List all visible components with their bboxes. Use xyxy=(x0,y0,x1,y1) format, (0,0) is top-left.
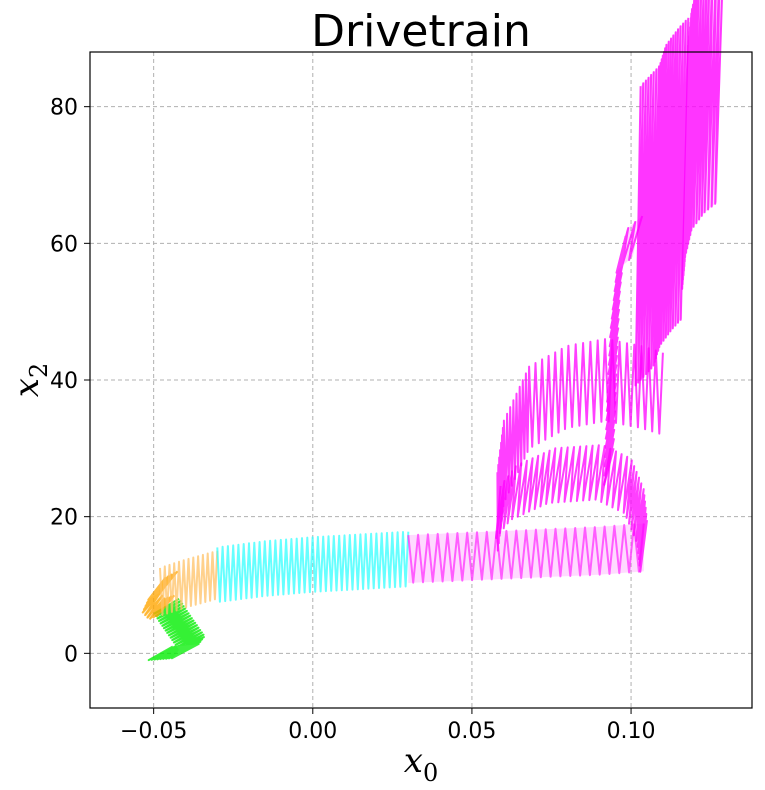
x-axis-label-main: x xyxy=(404,741,423,781)
series-line xyxy=(495,444,648,573)
ticks: −0.05 0.00 0.05 0.10 0 20 40 60 80 xyxy=(50,96,656,744)
y-tick-label: 0 xyxy=(64,642,78,667)
y-axis-label-main: x xyxy=(7,378,47,397)
series-7 xyxy=(603,215,644,490)
series-9 xyxy=(681,0,723,292)
series-2 xyxy=(159,550,219,616)
series-line xyxy=(159,550,219,616)
series-5 xyxy=(495,444,648,573)
y-tick-label: 40 xyxy=(50,369,78,394)
y-tick-label: 60 xyxy=(50,232,78,257)
chart-title: Drivetrain xyxy=(311,6,531,57)
x-tick-label: −0.05 xyxy=(120,719,187,744)
series-6 xyxy=(496,338,664,552)
series-4 xyxy=(407,523,645,584)
series-line xyxy=(147,597,205,662)
series-layer xyxy=(141,0,723,662)
x-axis-label-sub: 0 xyxy=(423,759,438,787)
series-3 xyxy=(216,531,410,603)
series-line xyxy=(407,523,645,584)
series-line xyxy=(603,215,644,486)
series-line xyxy=(681,0,723,290)
series-8 xyxy=(634,17,690,387)
series-line xyxy=(216,531,410,603)
x-tick-label: 0.05 xyxy=(447,719,496,744)
x-tick-label: 0.10 xyxy=(607,719,656,744)
y-axis-label-sub: 2 xyxy=(25,363,53,378)
series-line xyxy=(496,338,664,552)
y-tick-label: 80 xyxy=(50,96,78,121)
x-axis-label: x0 xyxy=(404,741,438,787)
series-line xyxy=(634,17,690,387)
x-tick-label: 0.00 xyxy=(288,719,337,744)
y-tick-label: 20 xyxy=(50,506,78,531)
y-axis-label: x2 xyxy=(7,363,53,397)
